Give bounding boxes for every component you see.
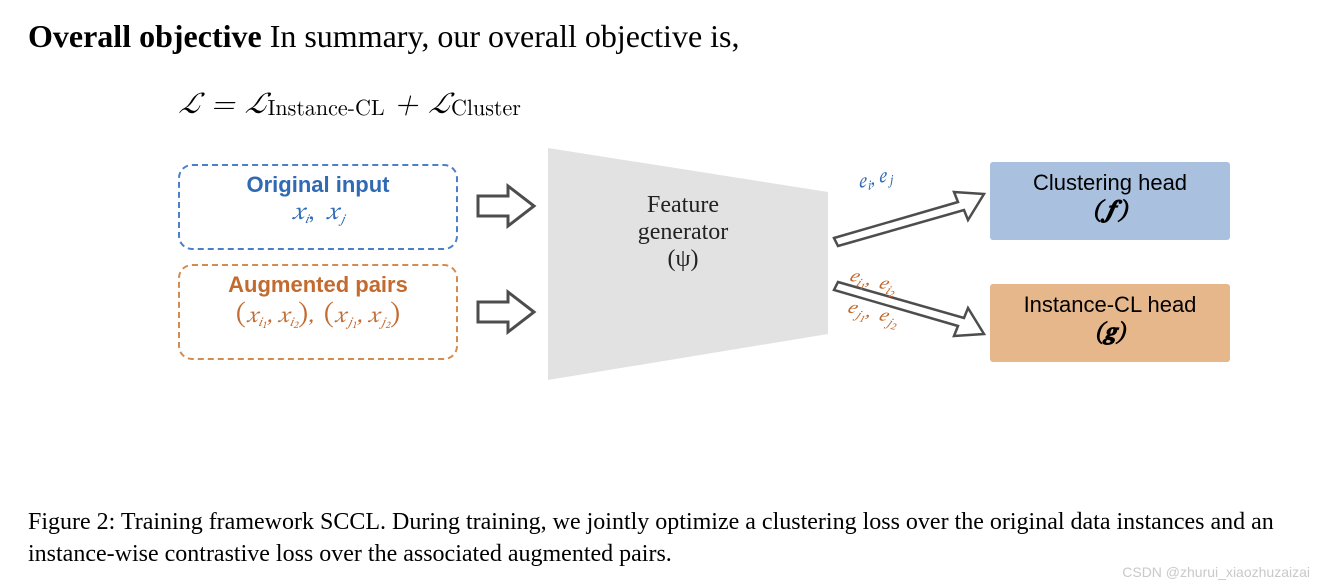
instance-head-title: Instance-CL head (990, 292, 1230, 318)
instance-head-box: Instance-CL head (𝒈) (990, 284, 1230, 362)
feature-generator-label: Feature generator (ψ) (588, 192, 778, 273)
eq-sub1: Instance-CL (267, 98, 384, 120)
section-heading: Overall objective In summary, our overal… (28, 16, 1300, 56)
original-input-title: Original input (180, 172, 456, 198)
arrow-to-clustering (834, 192, 984, 246)
eq-plus: + (385, 89, 428, 119)
heading-bold: Overall objective (28, 18, 262, 54)
eq-term1: ℒ (244, 89, 267, 119)
original-input-box: Original input 𝑥𝑖, 𝑥𝑗 (178, 164, 458, 250)
feature-generator-line2: generator (588, 219, 778, 246)
figure-caption: Figure 2: Training framework SCCL. Durin… (28, 506, 1300, 570)
eq-eq: = (201, 89, 244, 119)
feature-generator-line1: Feature (588, 192, 778, 219)
watermark-text: CSDN @zhurui_xiaozhuzaizai (1122, 564, 1310, 580)
feature-generator-line3: (ψ) (588, 246, 778, 273)
eq-lhs: ℒ (178, 89, 201, 119)
clustering-head-box: Clustering head (𝒇) (990, 162, 1230, 240)
heading-rest: In summary, our overall objective is, (262, 18, 740, 54)
arrow-from-original (478, 186, 534, 226)
loss-equation: ℒ = ℒInstance-CL + ℒCluster (178, 86, 1300, 122)
instance-head-fn: (𝒈) (990, 318, 1230, 348)
clustering-head-fn: (𝒇) (990, 196, 1230, 226)
architecture-diagram: Original input 𝑥𝑖, 𝑥𝑗 Augmented pairs (𝑥… (178, 144, 1258, 404)
augmented-pairs-title: Augmented pairs (180, 272, 456, 298)
eq-sub2: Cluster (451, 98, 521, 120)
arrow-from-augmented (478, 292, 534, 332)
augmented-pairs-vars: (𝑥𝑖1, 𝑥𝑖2), (𝑥𝑗1, 𝑥𝑗2) (180, 298, 456, 333)
clustering-head-title: Clustering head (990, 170, 1230, 196)
eq-term2: ℒ (428, 89, 451, 119)
original-input-vars: 𝑥𝑖, 𝑥𝑗 (180, 198, 456, 229)
augmented-pairs-box: Augmented pairs (𝑥𝑖1, 𝑥𝑖2), (𝑥𝑗1, 𝑥𝑗2) (178, 264, 458, 360)
